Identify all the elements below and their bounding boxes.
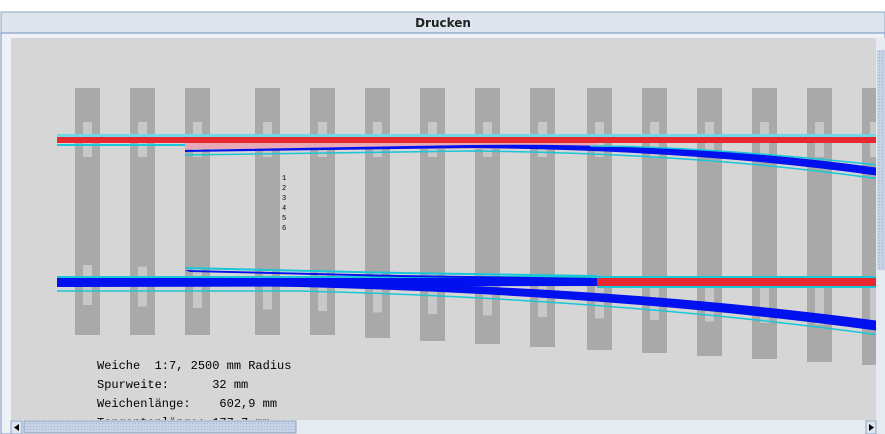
window-title: Drucken bbox=[415, 16, 471, 30]
rail-number: 5 bbox=[282, 215, 286, 223]
rail-red bbox=[597, 278, 876, 286]
chair bbox=[483, 275, 492, 316]
rail-curve bbox=[185, 144, 876, 176]
switch-drawing: 1 2 3 4 5 6 Weiche 1:7, 2500 mm Radius Spurweit… bbox=[57, 88, 876, 430]
rail-number: 3 bbox=[282, 195, 286, 203]
rail-curve bbox=[57, 279, 876, 331]
rail-edge bbox=[184, 150, 876, 180]
chair bbox=[705, 281, 714, 322]
info-line: Weiche 1:7, 2500 mm Radius bbox=[97, 359, 291, 373]
rail-edge bbox=[57, 290, 876, 336]
arrow-left bbox=[14, 424, 19, 431]
rail-number: 2 bbox=[282, 185, 286, 193]
chair bbox=[428, 274, 437, 314]
info-line: Weichenlänge: 602,9 mm bbox=[97, 397, 277, 411]
rail-straight bbox=[57, 144, 185, 146]
rail-edge bbox=[184, 267, 598, 277]
v-scroll-thumb[interactable] bbox=[877, 50, 885, 270]
rail-curve bbox=[185, 270, 597, 280]
rail-number: 1 bbox=[282, 175, 286, 183]
chair bbox=[870, 286, 876, 326]
chair bbox=[815, 284, 824, 325]
rail-number: 4 bbox=[282, 205, 286, 213]
chair bbox=[373, 272, 382, 313]
chair bbox=[193, 268, 202, 308]
rail-straight bbox=[597, 286, 876, 288]
rail-pink bbox=[185, 143, 597, 149]
chair bbox=[760, 283, 769, 323]
chair bbox=[263, 269, 272, 310]
info-line: Spurweite: 32 mm bbox=[97, 378, 248, 392]
h-scroll-thumb[interactable] bbox=[23, 420, 297, 434]
info-line: Tangentenlänge: 177,7 mm bbox=[97, 416, 270, 430]
arrow-right bbox=[869, 424, 874, 431]
rail-straight bbox=[57, 134, 876, 138]
rail-straight bbox=[57, 137, 876, 143]
rail-number: 6 bbox=[282, 225, 286, 233]
rail-edge bbox=[589, 145, 876, 166]
